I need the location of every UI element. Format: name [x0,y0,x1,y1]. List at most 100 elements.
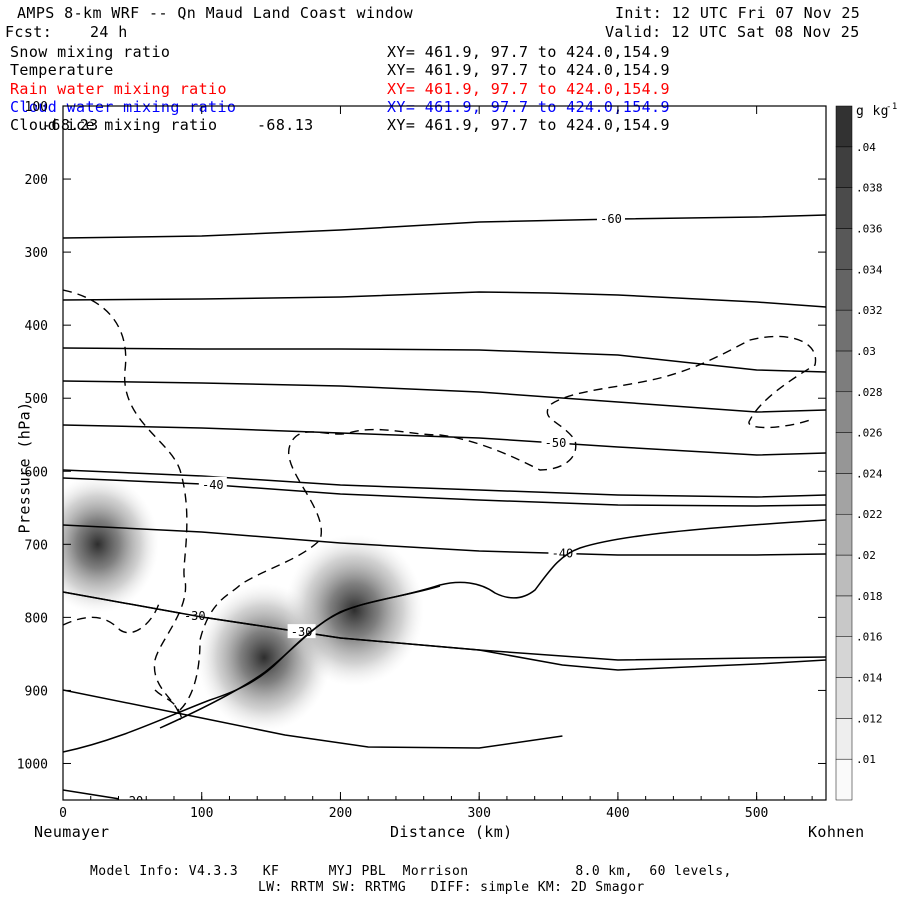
temperature-contour-1 [63,291,827,308]
chart-title: AMPS 8-km WRF -- Qn Maud Land Coast wind… [17,4,414,22]
valid-time: Valid: 12 UTC Sat 08 Nov 25 [605,23,860,41]
contour-label-9: -30 [291,625,313,639]
y-tick-label-7: 800 [25,611,48,626]
colorbar-swatch-7 [835,473,853,515]
contour-label-11: -20 [122,794,144,808]
x-tick-label-5: 500 [745,806,768,821]
forecast-label: Fcst: [5,23,53,41]
y-tick-label-9: 1000 [17,757,48,772]
temperature-contour-8 [63,591,827,661]
colorbar-unit-exponent: -1 [886,102,898,112]
colorbar-swatch-8 [835,432,853,474]
y-tick-label-2: 300 [25,246,48,261]
y-axis-label: Pressure (hPa) [15,401,34,534]
contour-label-7: -40 [552,546,574,560]
field-xy-snow: XY= 461.9, 97.7 to 424.0,154.9 [387,43,670,61]
field-name-cloud-water: Cloud water mixing ratio [10,98,237,116]
colorbar-swatch-9 [835,391,853,433]
field-name-snow: Snow mixing ratio [10,43,171,61]
dashed-contour-center [179,335,817,711]
field-xy-cloud-water: XY= 461.9, 97.7 to 424.0,154.9 [387,98,670,116]
colorbar-label-5: .02 [856,549,876,562]
contour-label-4: -50 [545,436,567,450]
colorbar-label-11: .032 [856,304,883,317]
temperature-contour-6 [63,477,827,507]
field-name-cloud-ice: Cloud ice mixing ratio [10,116,218,134]
colorbar-label-6: .022 [856,508,883,521]
temperature-contour-9 [63,591,827,671]
colorbar-label-8: .026 [856,427,883,440]
init-time: Init: 12 UTC Fri 07 Nov 25 [615,4,861,22]
colorbar-label-15: .04 [856,141,876,154]
snow-shading-blob-0 [63,475,159,614]
temperature-contour-11 [63,789,131,800]
colorbar-swatch-0 [835,758,853,801]
x-tick-label-1: 100 [190,806,213,821]
field-name-temperature: Temperature [10,61,114,79]
colorbar-label-3: .016 [856,631,883,644]
colorbar-swatch-10 [835,350,853,393]
x-axis-label: Distance (km) [390,823,513,841]
colorbar-swatch-3 [835,636,853,678]
y-tick-label-1: 200 [25,173,48,188]
x-tick-label-4: 400 [606,806,629,821]
colorbar-label-13: .036 [856,222,883,235]
temperature-contour-4 [63,424,827,456]
footer-model-info: Model Info: V4.3.3 KF MYJ PBL Morrison 8… [90,864,732,879]
colorbar-swatch-11 [835,309,853,352]
y-tick-label-4: 500 [25,392,48,407]
x-tick-label-0: 0 [59,806,67,821]
contour-label-6: -40 [202,478,224,492]
colorbar-swatch-15 [835,146,853,188]
y-tick-label-3: 400 [25,319,48,334]
colorbar-swatch-1 [835,718,853,760]
colorbar-swatch-5 [835,554,853,597]
colorbar-swatch-16 [835,105,853,148]
colorbar-label-4: .018 [856,590,883,603]
y-tick-label-8: 900 [25,684,48,699]
colorbar-label-10: .03 [856,345,876,358]
temperature-contour-12 [63,885,229,900]
colorbar-swatch-12 [835,269,853,311]
dashed-contour-left [63,289,188,721]
field-extra-cloud-ice: -68.13 [257,116,314,134]
colorbar-label-14: .038 [856,182,883,195]
endpoint-left: Neumayer [34,823,110,841]
forecast-hour: 24 h [90,23,128,41]
colorbar-swatch-14 [835,187,853,229]
colorbar-label-0: .01 [856,753,876,766]
terrain-surface-line-2 [159,585,441,729]
colorbar-swatch-13 [835,228,853,270]
temperature-contour-3 [63,380,827,413]
contour-label-0: -60 [600,212,622,226]
cloud-ice-dashed-contours [63,289,817,721]
colorbar-unit: g kg [856,104,889,119]
colorbar-label-2: .014 [856,672,883,685]
dashed-contour-bottom [154,689,183,721]
y-tick-label-6: 700 [25,538,48,553]
colorbar-label-12: .034 [856,263,883,276]
footer-physics-info: LW: RRTM SW: RRTMG DIFF: simple KM: 2D S… [258,880,645,895]
colorbar-label-1: .012 [856,712,883,725]
dashed-contour-low [63,599,161,634]
colorbar-label-7: .024 [856,467,883,480]
colorbar-swatch-6 [835,513,853,556]
terrain-surface-line [62,519,827,753]
x-tick-label-2: 200 [329,806,352,821]
field-name-rain: Rain water mixing ratio [10,80,227,98]
field-xy-cloud-ice: XY= 461.9, 97.7 to 424.0,154.9 [387,116,670,134]
colorbar-swatch-2 [835,677,853,719]
temperature-contour-7 [63,524,827,556]
snow-shading-blob-2 [284,534,424,687]
field-xy-rain: XY= 461.9, 97.7 to 424.0,154.9 [387,80,670,98]
field-xy-temperature: XY= 461.9, 97.7 to 424.0,154.9 [387,61,670,79]
temperature-contour-5 [63,469,827,498]
y-tick-label-5: 600 [25,465,48,480]
plot-frame [62,105,827,801]
y-tick-label-0: 100 [25,100,48,115]
temperature-contour-2 [63,347,827,373]
colorbar-label-9: .028 [856,386,883,399]
endpoint-right: Kohnen [808,823,865,841]
temperature-contour-0 [63,214,827,239]
